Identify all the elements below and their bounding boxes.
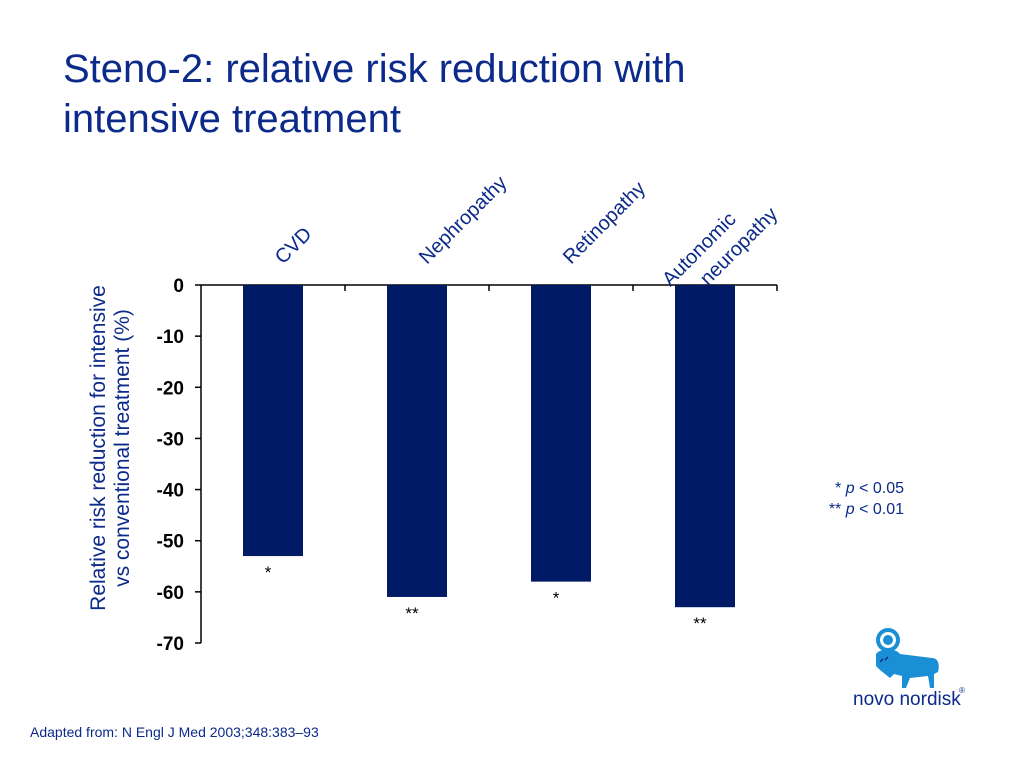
significance-legend: * p < 0.05 ** p < 0.01 xyxy=(829,478,904,520)
legend-line-p005: * p < 0.05 xyxy=(829,478,904,499)
legend-threshold-1: < 0.05 xyxy=(854,480,904,497)
registered-mark: ® xyxy=(959,686,965,695)
x-category-label-line: Nephropathy xyxy=(415,172,512,269)
legend-line-p001: ** p < 0.01 xyxy=(829,499,904,520)
x-category-label: Retinopathy xyxy=(559,177,650,268)
significance-label: ** xyxy=(405,604,419,623)
logo-wordmark: novo nordisk xyxy=(853,689,961,710)
slide-title-line-1: Steno-2: relative risk reduction with xyxy=(63,47,686,91)
significance-label: ** xyxy=(693,614,707,633)
y-tick-label: -20 xyxy=(157,378,184,399)
significance-label: * xyxy=(553,589,560,608)
legend-p-1: p xyxy=(845,480,855,497)
apis-bull-logo-icon xyxy=(876,628,939,688)
slide-title: Steno-2: relative risk reduction with in… xyxy=(63,44,883,144)
y-tick-label: -10 xyxy=(157,327,184,348)
legend-stars-1: * xyxy=(835,480,846,497)
x-category-label: Nephropathy xyxy=(415,172,512,269)
legend-p-2: p xyxy=(845,501,855,518)
bar-1 xyxy=(387,285,447,597)
y-tick-label: -40 xyxy=(157,481,184,502)
bar-2 xyxy=(531,285,591,582)
y-tick-label: 0 xyxy=(173,276,184,297)
legend-threshold-2: < 0.01 xyxy=(854,501,904,518)
bar-0 xyxy=(243,285,303,557)
x-category-label: CVD xyxy=(271,223,316,268)
significance-label: * xyxy=(265,563,272,582)
legend-stars-2: ** xyxy=(828,501,846,518)
x-category-label-line: CVD xyxy=(271,223,316,268)
y-tick-label: -50 xyxy=(157,532,184,553)
y-tick-label: -70 xyxy=(157,634,184,655)
slide-title-line-2: intensive treatment xyxy=(63,97,401,141)
x-category-label-line: Retinopathy xyxy=(559,177,650,268)
source-citation: Adapted from: N Engl J Med 2003;348:383–… xyxy=(30,724,319,740)
bar-3 xyxy=(675,285,735,608)
y-tick-label: -60 xyxy=(157,583,184,604)
y-tick-label: -30 xyxy=(157,429,184,450)
